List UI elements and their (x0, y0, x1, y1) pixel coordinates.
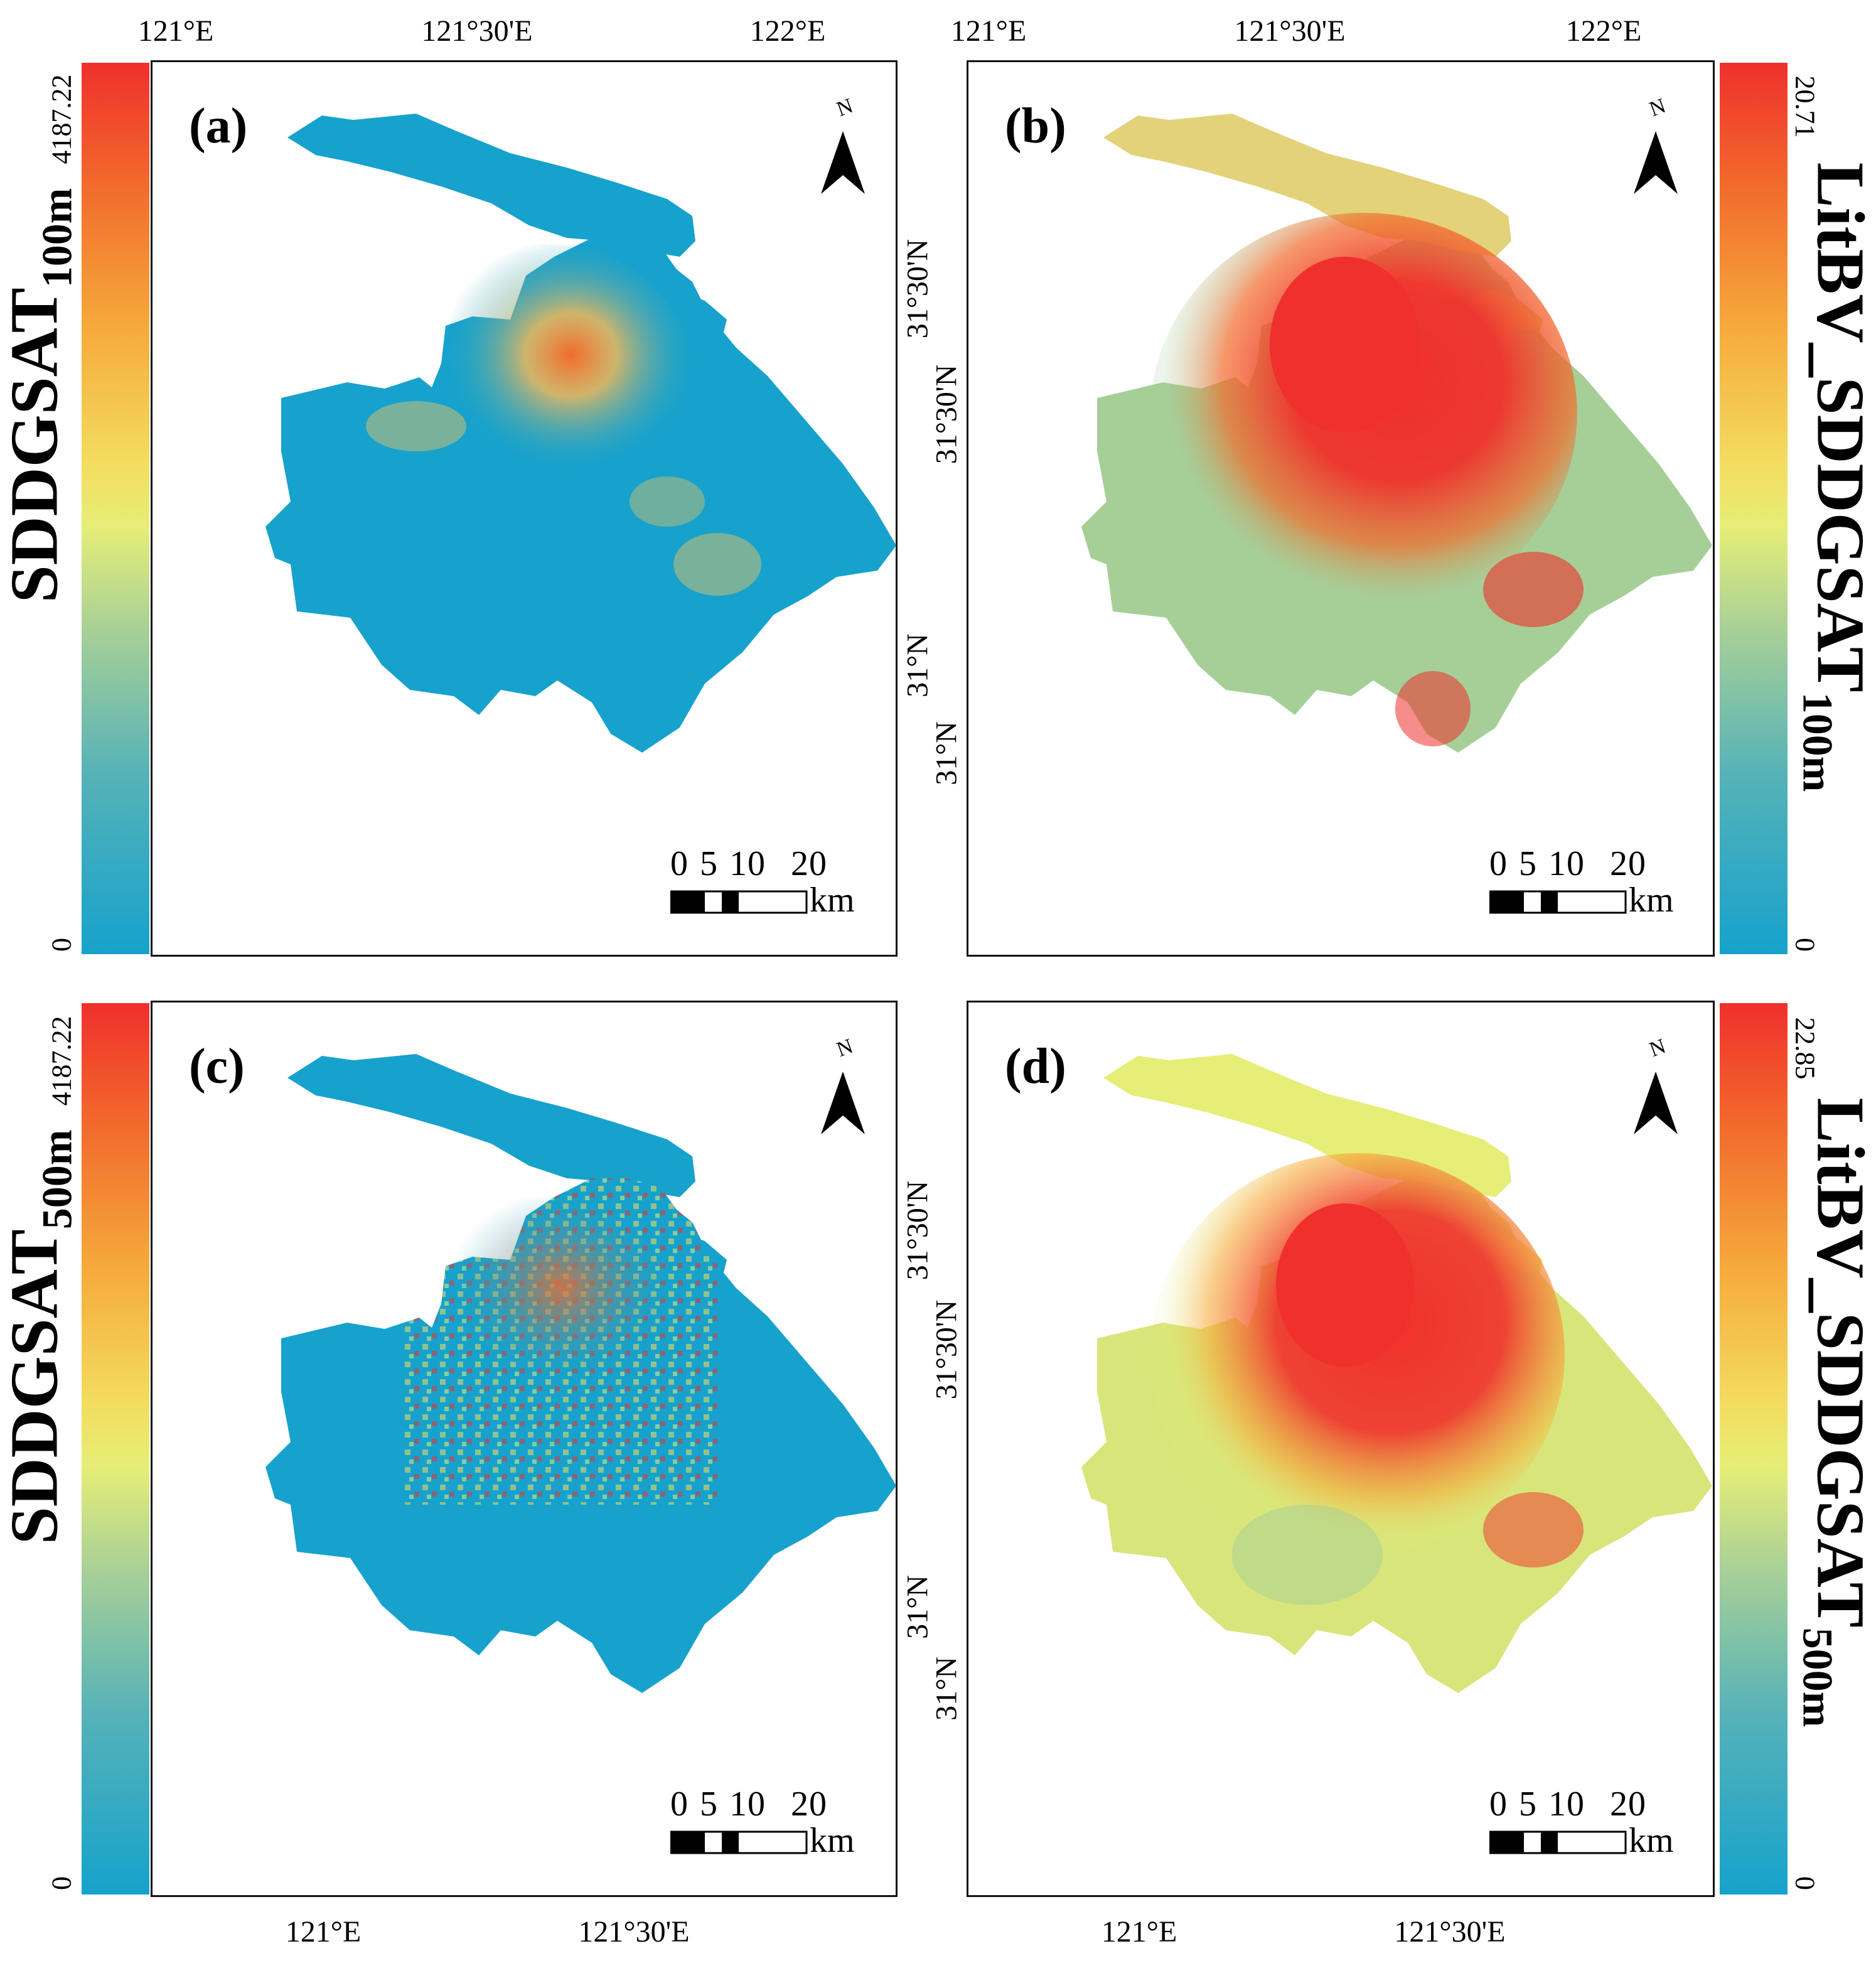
scale-bar-c: 0 5 10 20 km (670, 1785, 855, 1860)
map-canvas-c (265, 1054, 896, 1693)
lat-label-c-2: 31°N (901, 1575, 935, 1639)
lon-label-bottom-c-0: 121°E (285, 1915, 362, 1948)
colorbar-b-max: 20.71 (1789, 75, 1821, 138)
colorbar-c-max: 4187.22 (46, 1016, 77, 1106)
colorbar-c-title: SDDGSAT500m (0, 1129, 81, 1545)
colorbar-d (1720, 1003, 1788, 1895)
map-canvas-a (265, 114, 896, 753)
panel-label-d: (d) (1005, 1039, 1066, 1094)
chongming-island (287, 114, 695, 257)
scale-bar-b: 0 5 10 20 km (1489, 844, 1674, 920)
colorbar-d-max: 22.85 (1789, 1017, 1821, 1080)
panel-label-b: (b) (1005, 99, 1066, 154)
lat-label-a-2: 31°N (901, 633, 935, 697)
colorbar-a (82, 63, 149, 954)
lon-label-top-b-0: 121°E (950, 14, 1027, 48)
colorbar-a-title: SDDGSAT100m (0, 188, 81, 603)
colorbar-b-title: LitBV_SDDGSAT100m (1794, 162, 1876, 792)
lat-label-b-1: 31°30'N (930, 364, 963, 465)
lat-label-b-2: 31°N (930, 721, 963, 785)
north-arrow-b: N (1627, 94, 1684, 200)
lat-label-c-1: 31°30'N (901, 1180, 935, 1281)
map-panel-a: (a) N 0 5 10 20 km (151, 60, 898, 957)
colorbar-d-title: LitBV_SDDGSAT500m (1794, 1097, 1876, 1728)
lon-label-bottom-d-0: 121°E (1101, 1915, 1177, 1948)
colorbar-b-min: 0 (1789, 938, 1821, 952)
lon-label-top-a-0: 121°E (137, 14, 214, 48)
scale-bar-d: 0 5 10 20 km (1489, 1785, 1674, 1860)
scale-10: 10 (729, 844, 766, 883)
scale-unit-a: km (810, 881, 855, 920)
lon-label-top-a-2: 122°E (749, 14, 826, 48)
chongming-island (287, 1054, 695, 1197)
north-arrow-d: N (1627, 1035, 1684, 1141)
map-panel-c: (c) N 0 5 10 20 km (151, 1001, 898, 1897)
colorbar-d-min: 0 (1789, 1876, 1821, 1890)
map-panel-d: (d) N 0 5 10 20 km (967, 1001, 1715, 1897)
lat-label-d-1: 31°30'N (930, 1299, 963, 1400)
lat-label-a-1: 31°30'N (901, 239, 935, 339)
lon-label-top-b-1: 121°30'E (1234, 14, 1346, 48)
scale-20: 20 (791, 844, 827, 883)
panel-label-c: (c) (189, 1039, 245, 1094)
map-panel-b: (b) N 0 5 10 20 km (967, 60, 1715, 957)
panel-label-a: (a) (189, 99, 248, 154)
scale-0: 0 (670, 844, 689, 883)
lon-label-top-b-2: 122°E (1565, 14, 1642, 48)
lon-label-bottom-c-1: 121°30'E (578, 1915, 690, 1948)
colorbar-a-max: 4187.22 (46, 74, 77, 164)
lon-label-top-a-1: 121°30'E (421, 14, 533, 48)
map-canvas-b (1081, 114, 1712, 753)
scale-5: 5 (700, 844, 718, 883)
north-arrow-a: N (815, 94, 871, 200)
lat-label-d-2: 31°N (930, 1657, 963, 1721)
lon-label-bottom-d-1: 121°30'E (1394, 1915, 1506, 1948)
colorbar-a-min: 0 (46, 938, 77, 952)
map-canvas-d (1081, 1054, 1712, 1693)
colorbar-b (1720, 63, 1788, 954)
colorbar-c (82, 1003, 149, 1895)
north-arrow-c: N (815, 1035, 871, 1141)
colorbar-c-min: 0 (46, 1876, 77, 1890)
scale-bar-a: 0 5 10 20 km (670, 844, 865, 920)
